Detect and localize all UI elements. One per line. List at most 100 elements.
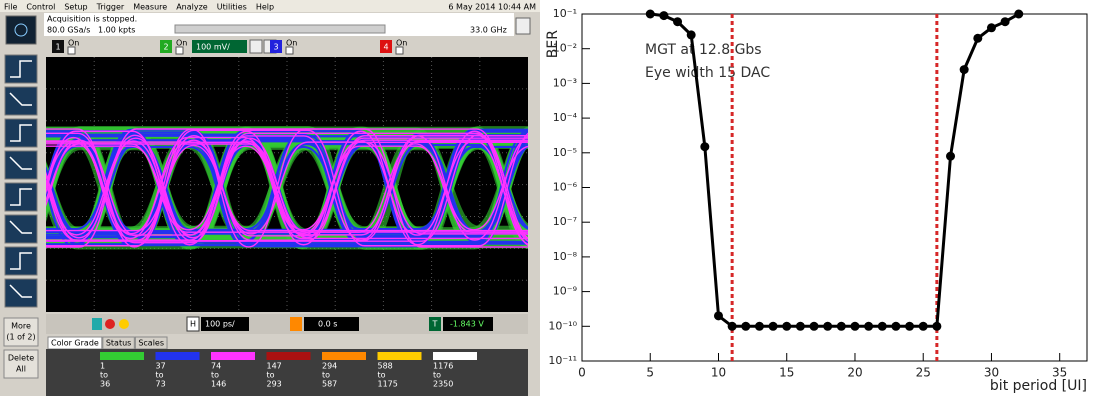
data-point	[850, 322, 859, 331]
grade-range: to	[322, 371, 330, 380]
channel-state: On	[286, 39, 297, 48]
channel-checkbox[interactable]	[396, 47, 403, 54]
grade-range: to	[267, 371, 275, 380]
data-point	[700, 142, 709, 151]
annotation: Eye width 15 DAC	[645, 65, 770, 81]
tool-button[interactable]	[5, 247, 37, 275]
channel-checkbox[interactable]	[286, 47, 293, 54]
grade-range: to	[211, 371, 219, 380]
channel-checkbox[interactable]	[176, 47, 183, 54]
channel-checkbox[interactable]	[68, 47, 75, 54]
grade-swatch	[433, 352, 477, 360]
data-point	[687, 30, 696, 39]
data-point	[714, 311, 723, 320]
tab-label: Scales	[138, 339, 164, 348]
y-tick-label: 10⁻¹⁰	[548, 319, 577, 332]
timebase: 100 ps/	[205, 320, 235, 329]
data-point	[741, 322, 750, 331]
tool-button[interactable]	[5, 183, 37, 211]
grade-swatch	[100, 352, 144, 360]
tab-label: Status	[106, 339, 132, 348]
grade-range: 74	[211, 362, 221, 371]
data-point	[946, 152, 955, 161]
grade-swatch	[211, 352, 255, 360]
trigger-level: -1.843 V	[450, 320, 484, 329]
data-point	[960, 65, 969, 74]
menu-item[interactable]: Setup	[64, 3, 87, 12]
data-point	[973, 34, 982, 43]
tool-button[interactable]	[5, 87, 37, 115]
x-axis-label: bit period [UI]	[990, 378, 1087, 394]
channel-number: 1	[55, 43, 60, 52]
delay-marker	[290, 317, 302, 331]
scope-screenshot: File Control Setup Trigger Measure Analyze Uti…	[0, 0, 594, 396]
grade-range: 73	[156, 380, 166, 389]
menu-item[interactable]: Help	[256, 3, 274, 12]
y-tick-label: 10⁻¹	[553, 7, 577, 20]
data-point	[1001, 17, 1010, 26]
grade-range: 294	[322, 362, 337, 371]
data-point	[932, 322, 941, 331]
grade-range: to	[378, 371, 386, 380]
grade-range: to	[156, 371, 164, 380]
grade-swatch	[156, 352, 200, 360]
grade-swatch	[322, 352, 366, 360]
color-button[interactable]	[92, 318, 102, 330]
bandwidth: 33.0 GHz	[470, 26, 507, 35]
menu-item[interactable]: Trigger	[96, 3, 125, 12]
data-point	[659, 11, 668, 20]
data-point	[782, 322, 791, 331]
grade-swatch	[267, 352, 311, 360]
channel-number: 3	[273, 43, 278, 52]
data-point	[864, 322, 873, 331]
delete-label: All	[16, 365, 26, 374]
grade-range: 1175	[378, 380, 398, 389]
y-tick-label: 10⁻⁶	[553, 181, 578, 194]
minimize-button[interactable]	[516, 18, 530, 34]
menu-item[interactable]: Analyze	[176, 3, 208, 12]
data-point	[673, 17, 682, 26]
x-tick-label: 5	[646, 366, 654, 380]
x-tick-label: 25	[916, 366, 931, 380]
y-tick-label: 10⁻¹¹	[548, 354, 577, 367]
y-tick-label: 10⁻⁷	[553, 215, 577, 228]
grade-swatch	[378, 352, 422, 360]
color-button[interactable]	[105, 319, 115, 329]
x-tick-label: 20	[847, 366, 862, 380]
tool-button[interactable]	[5, 215, 37, 243]
menu-item[interactable]: File	[4, 3, 17, 12]
color-button[interactable]	[119, 319, 129, 329]
grade-range: 37	[156, 362, 166, 371]
grade-range: 146	[211, 380, 226, 389]
delete-label: Delete	[8, 354, 34, 363]
x-tick-label: 35	[1052, 366, 1067, 380]
x-tick-label: 10	[711, 366, 726, 380]
menu-item[interactable]: Utilities	[217, 3, 247, 12]
data-point	[891, 322, 900, 331]
menu-item[interactable]: Measure	[133, 3, 167, 12]
tool-button[interactable]	[5, 55, 37, 83]
grade-range: 587	[322, 380, 337, 389]
menu-item[interactable]: Control	[26, 3, 55, 12]
status: Acquisition is stopped.	[47, 15, 137, 24]
delay: 0.0 s	[318, 320, 337, 329]
tool-button[interactable]	[5, 151, 37, 179]
grade-range: to	[100, 371, 108, 380]
channel-number: 2	[163, 43, 168, 52]
tool-button[interactable]	[5, 119, 37, 147]
more-page: (1 of 2)	[6, 333, 35, 342]
y-tick-label: 10⁻⁵	[553, 146, 577, 159]
data-point	[796, 322, 805, 331]
data-point	[769, 322, 778, 331]
tool-button[interactable]	[5, 279, 37, 307]
channel-state: On	[68, 39, 79, 48]
data-point	[987, 23, 996, 32]
data-point	[810, 322, 819, 331]
scale-button[interactable]	[250, 40, 262, 53]
y-tick-label: 10⁻⁸	[553, 250, 578, 263]
logo-button[interactable]	[6, 16, 36, 44]
date-time: 6 May 2014 10:44 AM	[448, 3, 536, 12]
data-point	[878, 322, 887, 331]
menu: File Control Setup Trigger Measure Analyze Uti…	[4, 3, 274, 12]
